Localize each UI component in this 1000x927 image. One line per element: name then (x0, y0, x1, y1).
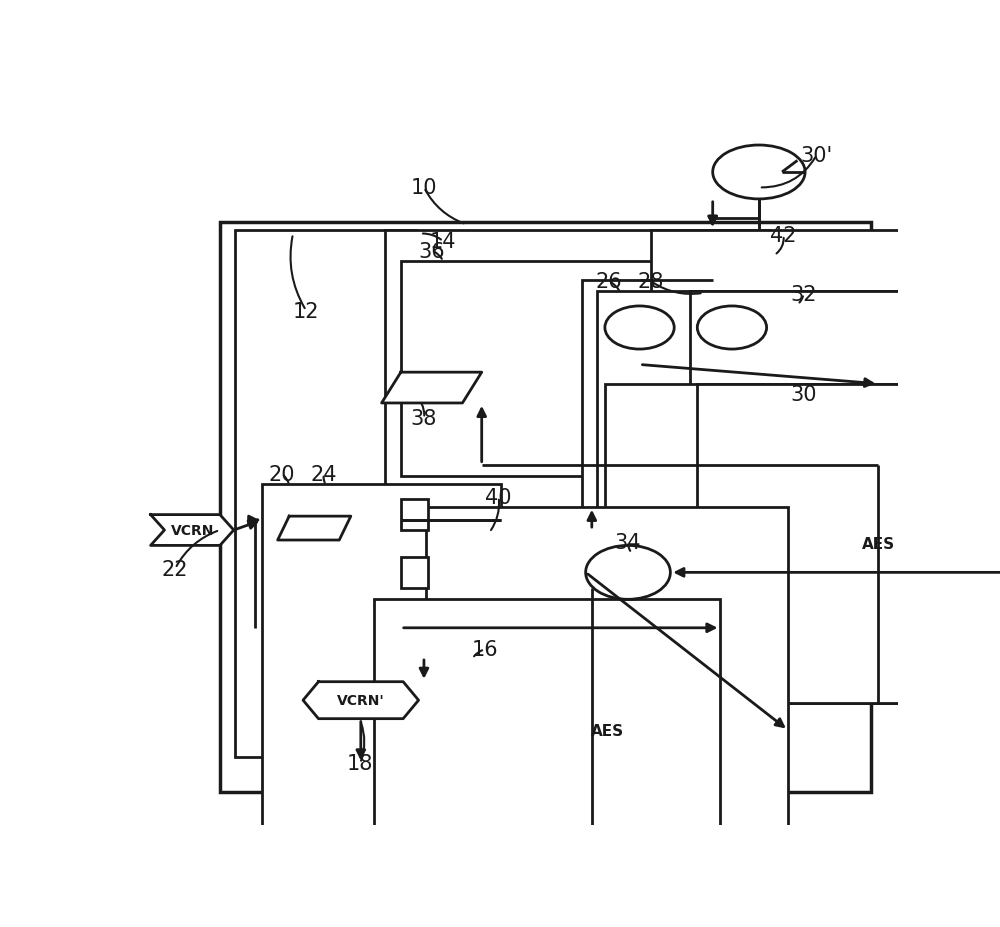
Text: 30': 30' (801, 146, 833, 166)
Bar (426, 507, 788, 927)
Bar (374, 600, 720, 927)
Polygon shape (278, 516, 351, 540)
Text: VCRN': VCRN' (337, 693, 385, 707)
Text: 26: 26 (595, 272, 622, 292)
Ellipse shape (605, 307, 674, 349)
Polygon shape (151, 515, 234, 546)
Text: 16: 16 (471, 640, 498, 660)
Text: 20: 20 (268, 464, 295, 484)
Text: 22: 22 (162, 559, 188, 578)
Polygon shape (382, 373, 482, 403)
Polygon shape (303, 682, 419, 718)
Bar (235, 231, 416, 757)
Bar (697, 385, 1000, 704)
Text: AES: AES (591, 723, 624, 738)
Text: 36: 36 (418, 241, 445, 261)
Text: 28: 28 (638, 272, 664, 292)
Text: 32: 32 (790, 285, 817, 304)
Bar (262, 484, 501, 927)
Bar (690, 292, 1000, 546)
Text: 38: 38 (411, 409, 437, 429)
Bar (385, 231, 770, 677)
Text: 30: 30 (790, 385, 817, 404)
Text: VCRN: VCRN (170, 524, 214, 538)
Bar (582, 281, 1000, 657)
Bar (220, 222, 871, 792)
Text: 10: 10 (411, 178, 437, 198)
Bar (605, 385, 1000, 704)
Text: AES: AES (862, 536, 895, 551)
Ellipse shape (697, 307, 767, 349)
Text: 12: 12 (293, 301, 319, 322)
Text: 40: 40 (485, 488, 512, 507)
Ellipse shape (586, 546, 670, 600)
Text: 24: 24 (311, 464, 337, 484)
Bar (651, 231, 1000, 400)
Text: 14: 14 (430, 232, 456, 252)
Ellipse shape (713, 146, 805, 199)
Bar (597, 292, 1000, 546)
Text: 34: 34 (615, 532, 641, 552)
Bar (401, 557, 428, 588)
Bar (401, 500, 428, 530)
Bar (401, 261, 740, 476)
Text: 42: 42 (770, 226, 797, 246)
Text: 18: 18 (347, 754, 373, 773)
